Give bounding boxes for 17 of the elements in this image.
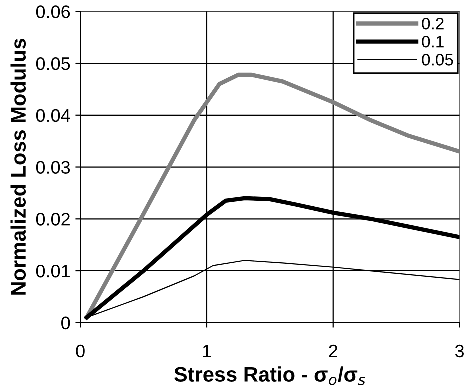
line-series bbox=[84, 72, 460, 320]
y-tick-label: 0.01 bbox=[36, 264, 70, 278]
y-tick-label: 0 bbox=[62, 316, 70, 330]
legend-label: 0.05 bbox=[422, 54, 454, 66]
y-tick-label: 0.02 bbox=[36, 213, 70, 226]
x-axis-title: Stress Ratio - σ$_{o}$/σ$_{s}$ bbox=[174, 366, 366, 386]
x-tick-label: 1 bbox=[203, 345, 212, 358]
legend-label: 0.2 bbox=[422, 18, 444, 30]
x-tick-label: 0 bbox=[76, 344, 85, 358]
y-tick-label: 0.04 bbox=[36, 109, 70, 122]
legend-label: 0.1 bbox=[422, 36, 444, 48]
x-tick-label: 3 bbox=[455, 344, 464, 358]
x-tick-label: 2 bbox=[329, 344, 338, 358]
y-tick-label: 0.03 bbox=[36, 161, 70, 174]
y-tick-label: 0.05 bbox=[36, 57, 70, 70]
y-tick-label: 0.06 bbox=[36, 6, 70, 18]
y-axis-title: Normalized Loss Modulus bbox=[10, 39, 26, 295]
